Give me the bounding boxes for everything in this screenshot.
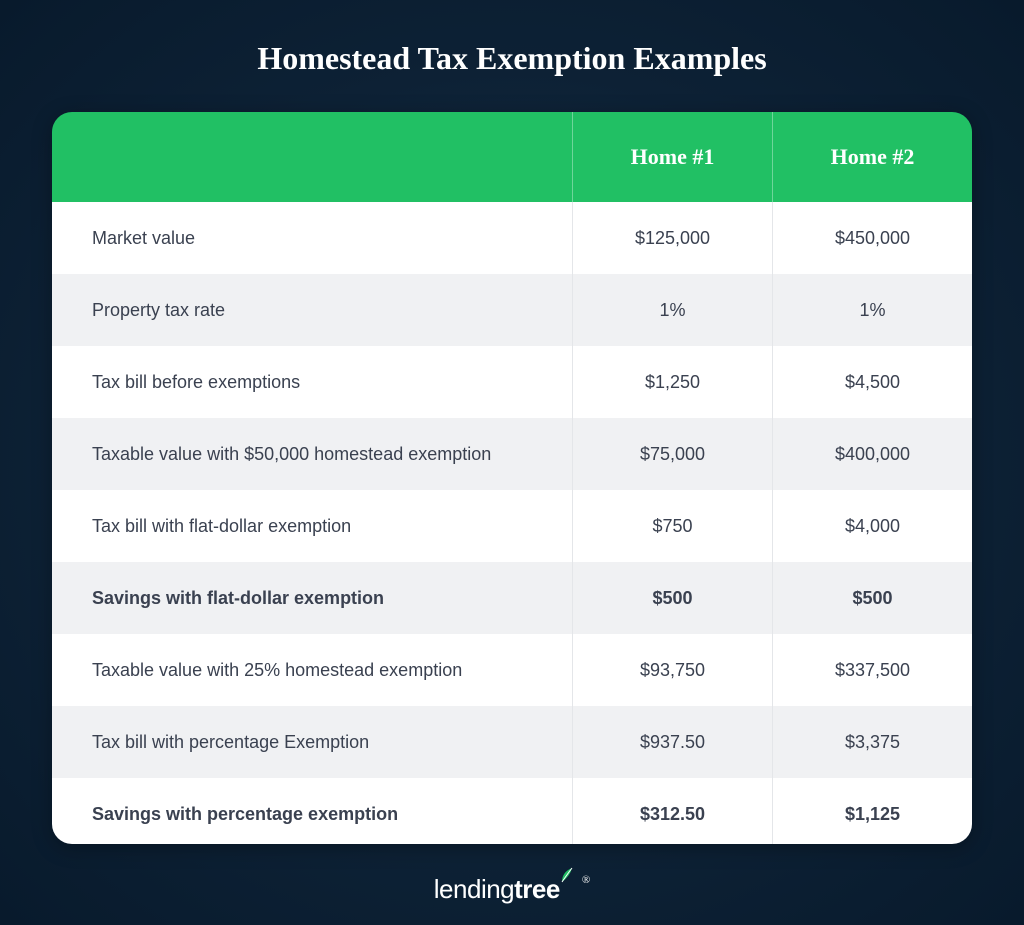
table-body: Market value$125,000$450,000Property tax… [52, 202, 972, 844]
registered-mark: ® [582, 874, 590, 886]
brand-logo: lendingtree ® [434, 874, 590, 905]
table-row: Taxable value with $50,000 homestead exe… [52, 418, 972, 490]
cell-home1: $75,000 [572, 418, 772, 490]
table-row: Market value$125,000$450,000 [52, 202, 972, 274]
table-row: Savings with percentage exemption$312.50… [52, 778, 972, 844]
cell-home2: $337,500 [772, 634, 972, 706]
cell-home2: $4,000 [772, 490, 972, 562]
brand-text-part2: tree [514, 874, 560, 904]
table-row: Property tax rate1%1% [52, 274, 972, 346]
table-row: Taxable value with 25% homestead exempti… [52, 634, 972, 706]
cell-home2: $400,000 [772, 418, 972, 490]
infographic-container: Homestead Tax Exemption Examples Home #1… [0, 0, 1024, 925]
brand-text-part1: lending [434, 874, 514, 904]
cell-home1: $312.50 [572, 778, 772, 844]
exemption-table: Home #1 Home #2 Market value$125,000$450… [52, 112, 972, 844]
cell-home2: 1% [772, 274, 972, 346]
row-label: Taxable value with $50,000 homestead exe… [52, 418, 572, 490]
cell-home1: $500 [572, 562, 772, 634]
table-row: Tax bill with percentage Exemption$937.5… [52, 706, 972, 778]
cell-home1: $125,000 [572, 202, 772, 274]
cell-home2: $450,000 [772, 202, 972, 274]
leaf-icon [560, 866, 578, 889]
column-header-home1: Home #1 [572, 112, 772, 202]
cell-home2: $3,375 [772, 706, 972, 778]
cell-home1: 1% [572, 274, 772, 346]
cell-home1: $750 [572, 490, 772, 562]
row-label: Tax bill with percentage Exemption [52, 706, 572, 778]
row-label: Tax bill with flat-dollar exemption [52, 490, 572, 562]
cell-home1: $1,250 [572, 346, 772, 418]
table-row: Tax bill before exemptions$1,250$4,500 [52, 346, 972, 418]
row-label: Property tax rate [52, 274, 572, 346]
row-label: Taxable value with 25% homestead exempti… [52, 634, 572, 706]
row-label: Savings with percentage exemption [52, 778, 572, 844]
header-empty-cell [52, 112, 572, 202]
brand-text: lendingtree [434, 874, 560, 905]
cell-home1: $937.50 [572, 706, 772, 778]
table-row: Tax bill with flat-dollar exemption$750$… [52, 490, 972, 562]
cell-home2: $4,500 [772, 346, 972, 418]
table-header-row: Home #1 Home #2 [52, 112, 972, 202]
table-row: Savings with flat-dollar exemption$500$5… [52, 562, 972, 634]
page-title: Homestead Tax Exemption Examples [257, 40, 766, 77]
cell-home2: $1,125 [772, 778, 972, 844]
column-header-home2: Home #2 [772, 112, 972, 202]
row-label: Savings with flat-dollar exemption [52, 562, 572, 634]
row-label: Tax bill before exemptions [52, 346, 572, 418]
cell-home2: $500 [772, 562, 972, 634]
row-label: Market value [52, 202, 572, 274]
cell-home1: $93,750 [572, 634, 772, 706]
